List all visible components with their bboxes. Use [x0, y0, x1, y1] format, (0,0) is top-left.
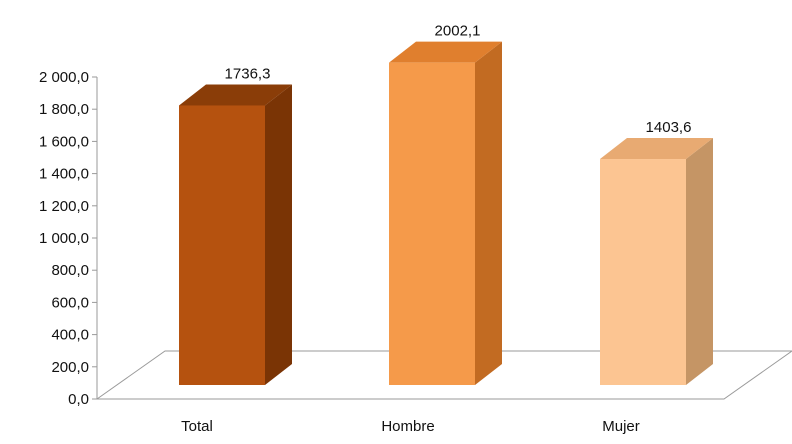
bar-total: 1736,3 [179, 65, 292, 386]
bar-hombre: 2002,1 [389, 23, 502, 386]
bar-front [600, 159, 686, 385]
bars: 1736,3 2002,1 1403,6 [179, 23, 713, 386]
bar-side [475, 41, 502, 386]
y-tick-label: 600,0 [51, 294, 89, 311]
x-axis-labels: Total Hombre Mujer [181, 418, 640, 435]
x-tick-label: Hombre [381, 418, 434, 435]
bar-front [389, 62, 475, 386]
y-axis: 0,0 200,0 400,0 600,0 800,0 1 000,0 1 200,0 1 4… [39, 69, 98, 408]
x-tick-label: Mujer [602, 418, 640, 435]
y-tick-label: 2 000,0 [39, 69, 89, 86]
bar-front [179, 105, 265, 386]
y-tick-label: 1 200,0 [39, 198, 89, 215]
y-tick-label: 1 400,0 [39, 166, 89, 183]
x-tick-label: Total [181, 418, 213, 435]
bar-top [600, 138, 713, 160]
y-tick-label: 800,0 [51, 262, 89, 279]
bar-value-label: 1403,6 [646, 119, 692, 136]
y-tick-label: 400,0 [51, 327, 89, 344]
y-tick-label: 1 000,0 [39, 230, 89, 247]
bar-top [389, 41, 502, 63]
bar-value-label: 1736,3 [225, 65, 271, 82]
bar-mujer: 1403,6 [600, 119, 713, 385]
bar-top [179, 84, 292, 106]
y-tick-label: 1 800,0 [39, 101, 89, 118]
y-tick-label: 1 600,0 [39, 133, 89, 150]
y-tick-label: 200,0 [51, 359, 89, 376]
bar-side [265, 84, 292, 386]
bar-value-label: 2002,1 [435, 23, 481, 40]
y-tick-label: 0,0 [68, 391, 89, 408]
bar-side [686, 138, 713, 385]
